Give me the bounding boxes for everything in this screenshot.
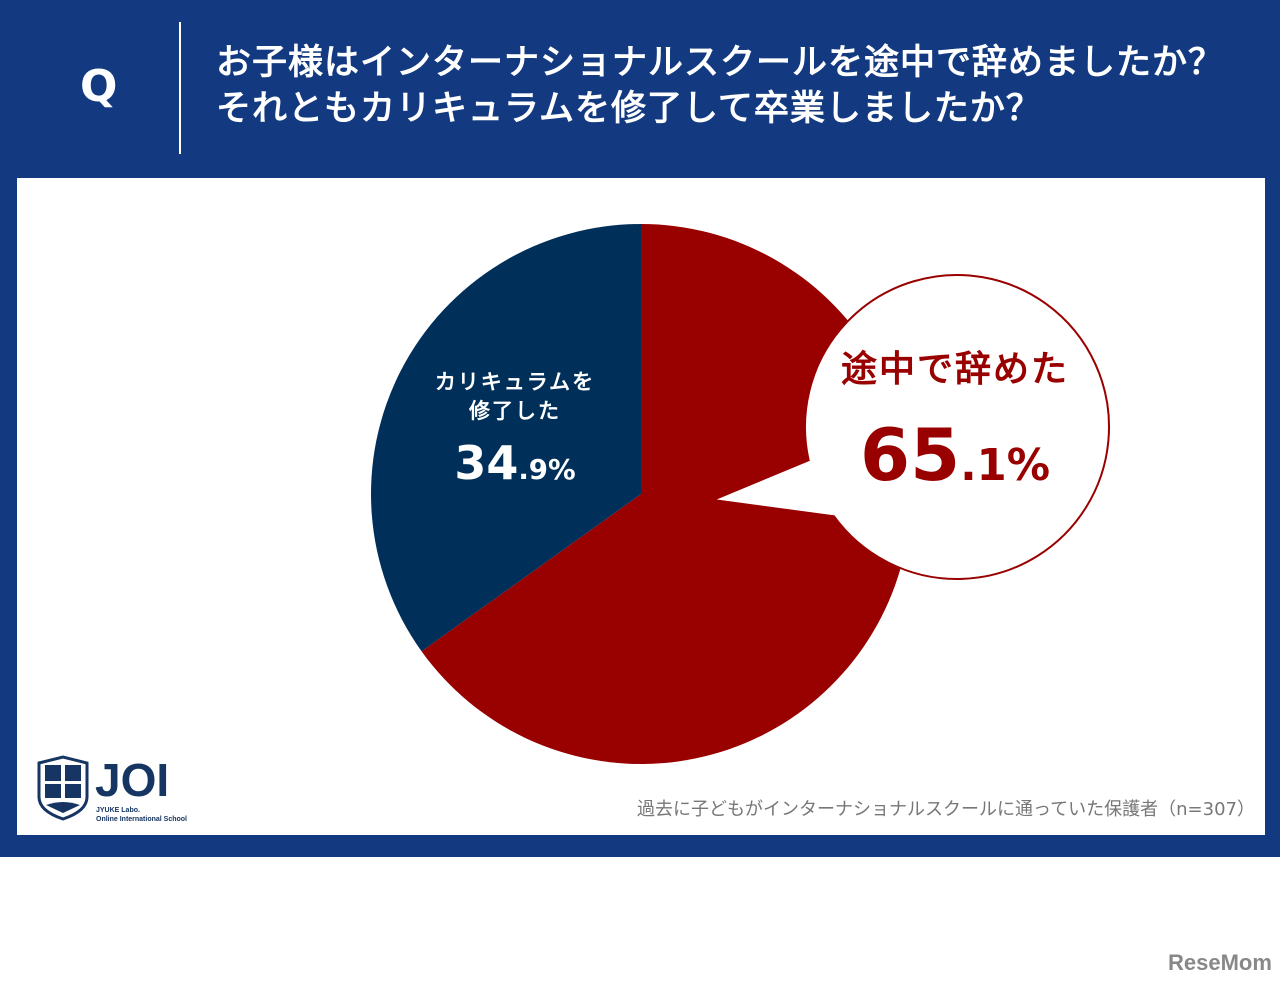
value-int: 34: [454, 436, 519, 490]
watermark: ReseMom: [1168, 950, 1272, 975]
title-line-2: それともカリキュラムを修了して卒業しましたか？: [216, 89, 1042, 129]
value-dec: .9%: [518, 453, 576, 486]
logo-text: JOI: [95, 754, 170, 806]
divider: [179, 22, 181, 154]
title-line-1: お子様はインターナショナルスクールを途中で辞めましたか？: [216, 43, 1225, 83]
pie-slice-1: [371, 224, 641, 652]
pie-slice-0: [421, 224, 912, 764]
joi-shield-logo-icon: [37, 755, 89, 821]
slice-label-quit: 途中で辞めた: [840, 349, 1069, 390]
slice-value-completed: 34.9%: [415, 436, 615, 497]
value-dec: .1%: [960, 441, 1050, 491]
label-line-1: カリキュラムを: [434, 370, 596, 394]
logo-subtitle: JYUKE Labo. Online International School: [96, 806, 187, 824]
q-label: Q: [80, 61, 118, 112]
logo-sub-1: JYUKE Labo.: [96, 807, 140, 814]
logo-sub-2: Online International School: [96, 816, 188, 823]
label-line-2: 修了した: [469, 399, 561, 423]
value-int: 65: [860, 413, 961, 497]
sample-note: 過去に子どもがインターナショナルスクールに通っていた保護者（n=307）: [637, 799, 1255, 820]
callout-bubble: [709, 274, 1110, 580]
slice-value-quit: 65.1%: [810, 414, 1100, 507]
question-title: お子様はインターナショナルスクールを途中で辞めましたか？ それともカリキュラムを…: [216, 40, 1276, 132]
slice-label-completed: カリキュラムを 修了した: [405, 368, 625, 426]
